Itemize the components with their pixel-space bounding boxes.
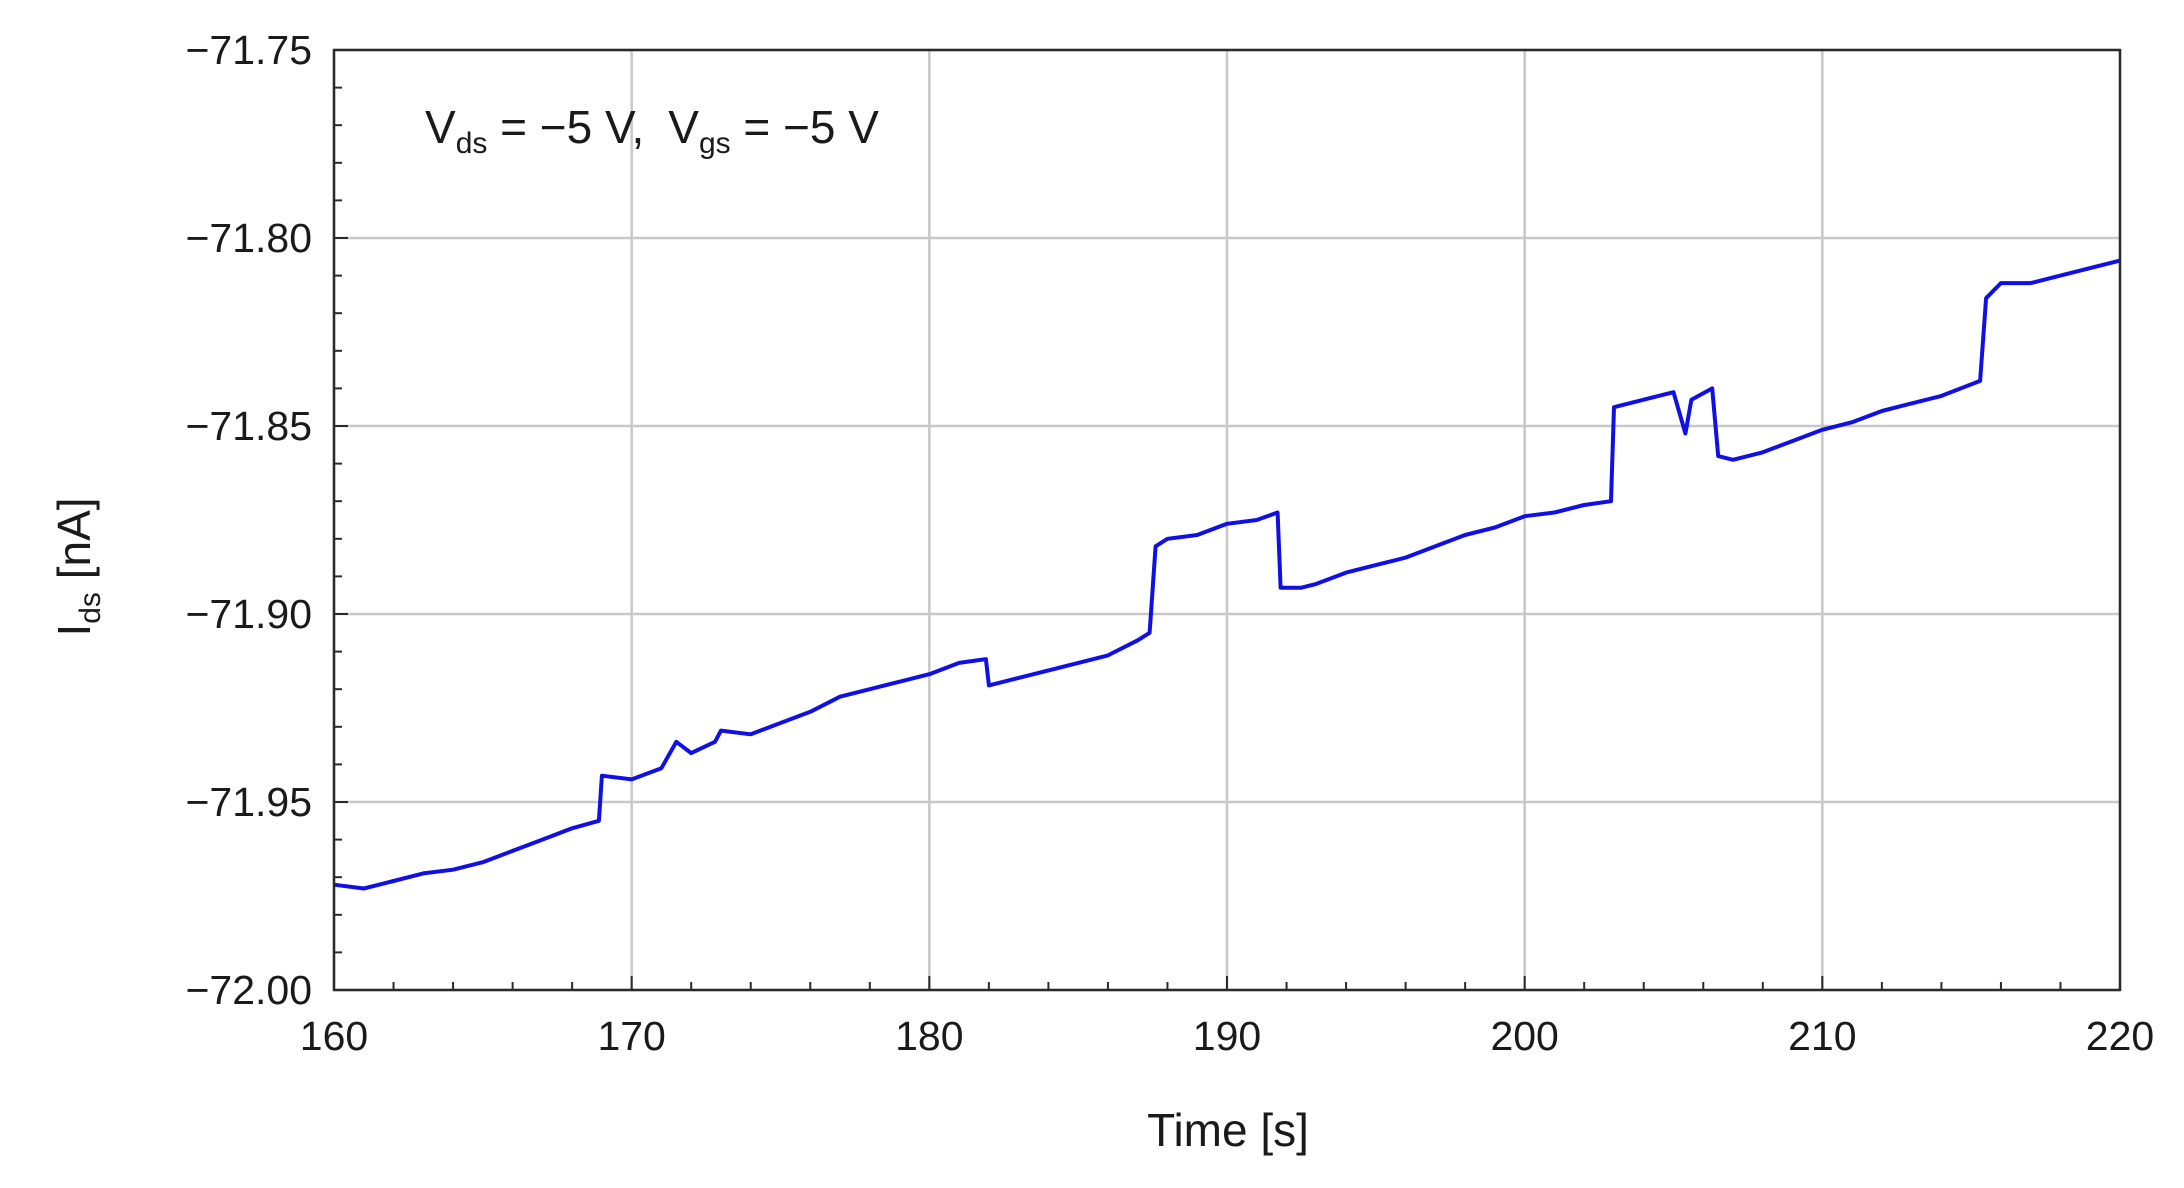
y-tick-label-2: −71.90: [185, 591, 312, 637]
vds-symbol: V: [425, 101, 456, 153]
vds-subscript: ds: [456, 127, 488, 160]
series-layer: [333, 258, 2121, 891]
grid: [332, 48, 2122, 992]
x-tick-label-5: 210: [1788, 1013, 1856, 1059]
x-tick-label-4: 200: [1490, 1013, 1558, 1059]
y-axis-label: Ids [nA]: [48, 497, 107, 636]
y-tick-label-4: −71.80: [185, 215, 312, 261]
vgs-subscript: gs: [699, 127, 731, 160]
y-tick-label-3: −71.85: [185, 403, 312, 449]
x-tick-labels: 160 170 180 190 200 210 220: [300, 1013, 2154, 1059]
y-tick-label-1: −71.95: [185, 779, 312, 825]
plot-frame: [332, 48, 2122, 992]
vds-value: = −5 V,: [487, 101, 644, 153]
vgs-value: = −5 V: [731, 101, 880, 153]
x-tick-label-2: 180: [895, 1013, 963, 1059]
y-axis-label-sub: ds: [74, 592, 107, 624]
x-axis-label: Time [s]: [1147, 1104, 1309, 1156]
y-tick-label-5: −71.75: [185, 27, 312, 73]
x-tick-label-3: 190: [1193, 1013, 1261, 1059]
series-line-0: [333, 258, 2121, 891]
x-tick-label-0: 160: [300, 1013, 368, 1059]
x-tick-label-1: 170: [597, 1013, 665, 1059]
y-tick-labels: −72.00 −71.95 −71.90 −71.85 −71.80 −71.75: [185, 27, 312, 1013]
bias-annotation: Vds = −5 V, Vgs = −5 V: [425, 101, 879, 160]
y-tick-label-0: −72.00: [185, 967, 312, 1013]
y-axis-label-main: I: [48, 624, 100, 637]
vgs-symbol: V: [668, 101, 699, 153]
x-tick-label-6: 220: [2086, 1013, 2154, 1059]
y-axis-label-unit: [nA]: [48, 497, 100, 592]
